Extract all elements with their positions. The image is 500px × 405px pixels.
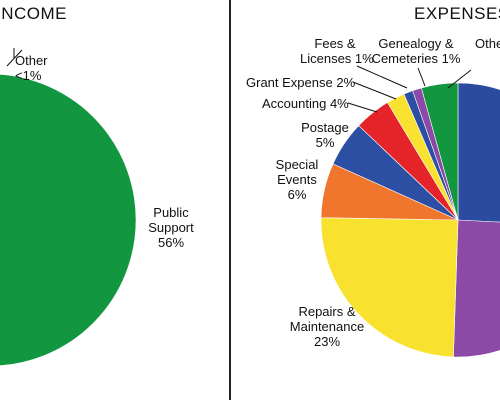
slice-name: Public <box>153 205 189 220</box>
slice-name: Repairs & <box>298 304 356 319</box>
slice-name: Genealogy & <box>378 36 454 51</box>
slice-name: Accounting 4% <box>262 96 349 111</box>
leader-line-0 <box>356 65 408 89</box>
slice-value: 1% <box>354 51 374 66</box>
slice-name: Support <box>148 220 194 235</box>
slice-value: 23% <box>313 334 341 349</box>
leader-line-4 <box>347 102 378 113</box>
slice-value: 2% <box>336 75 356 90</box>
expenses-slice-2-repairs-maintenance <box>320 217 459 358</box>
expenses-slice-0-unlabeled <box>457 82 500 223</box>
expenses-label-repairs: Repairs & Maintenance 23% <box>282 304 372 349</box>
slice-name: Fees & <box>314 36 356 51</box>
expenses-pie <box>320 82 500 358</box>
slice-value: 5% <box>315 135 335 150</box>
income-slice-0-public-support <box>0 74 137 366</box>
income-label-other: Other <1% <box>15 53 48 83</box>
expenses-slice-9-other <box>421 82 459 221</box>
leader-line-3 <box>352 81 397 100</box>
slice-name: Maintenance <box>289 319 365 334</box>
slice-name: Licenses 1% <box>300 51 374 66</box>
leader-line-2 <box>447 69 472 89</box>
expenses-chart-title: EXPENSES <box>414 4 500 23</box>
expenses-label-fees-licenses: Fees & Licenses 1% <box>300 36 374 66</box>
expenses-label-special-events: Special Events 6% <box>268 157 326 202</box>
slice-name-text: Grant Expense <box>246 75 333 90</box>
panel-divider <box>229 0 231 400</box>
slice-name: Special <box>275 157 319 172</box>
slice-value: <1% <box>15 68 42 83</box>
expenses-label-accounting: Accounting 4% <box>262 96 349 111</box>
slice-name: Events <box>277 172 317 187</box>
expenses-label-postage: Postage 5% <box>300 120 350 150</box>
leader-lines <box>6 48 472 113</box>
slice-name: Cemeteries 1% <box>371 51 461 66</box>
slice-name-text: Accounting <box>262 96 327 111</box>
leader-line-1 <box>417 67 426 87</box>
expenses-slice-1-unlabeled <box>453 219 500 358</box>
income-label-public-support: Public Support 56% <box>146 205 196 250</box>
income-chart-title: INCOME <box>0 4 67 23</box>
expenses-label-other: Other <box>475 36 500 51</box>
slice-value: 6% <box>287 187 307 202</box>
income-pie <box>0 74 137 366</box>
slice-name: Postage <box>301 120 349 135</box>
slice-value: 4% <box>329 96 349 111</box>
slice-value: 56% <box>157 235 185 250</box>
slice-name: Other <box>475 36 500 51</box>
slice-value: 1% <box>441 51 461 66</box>
expenses-label-grant-expense: Grant Expense 2% <box>246 75 355 90</box>
expenses-label-genealogy: Genealogy & Cemeteries 1% <box>366 36 466 66</box>
slice-name: Grant Expense 2% <box>246 75 355 90</box>
slice-name: Other <box>15 53 48 68</box>
